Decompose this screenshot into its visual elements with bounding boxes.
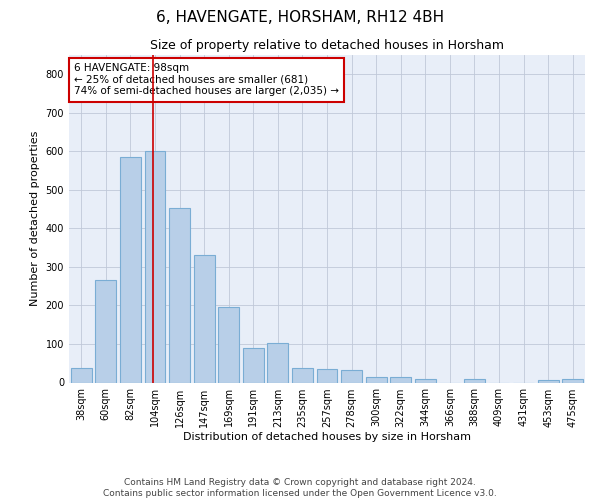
Bar <box>562 380 583 382</box>
Bar <box>243 348 264 382</box>
Y-axis label: Number of detached properties: Number of detached properties <box>30 131 40 306</box>
Bar <box>120 157 141 382</box>
Text: 6, HAVENGATE, HORSHAM, RH12 4BH: 6, HAVENGATE, HORSHAM, RH12 4BH <box>156 10 444 25</box>
Bar <box>390 376 411 382</box>
Bar <box>317 368 337 382</box>
Bar <box>71 368 92 382</box>
Bar <box>538 380 559 382</box>
Text: 6 HAVENGATE: 98sqm
← 25% of detached houses are smaller (681)
74% of semi-detach: 6 HAVENGATE: 98sqm ← 25% of detached hou… <box>74 63 339 96</box>
Title: Size of property relative to detached houses in Horsham: Size of property relative to detached ho… <box>150 40 504 52</box>
Bar <box>268 343 289 382</box>
Bar <box>194 256 215 382</box>
Bar <box>415 378 436 382</box>
X-axis label: Distribution of detached houses by size in Horsham: Distribution of detached houses by size … <box>183 432 471 442</box>
Bar <box>218 306 239 382</box>
Bar <box>341 370 362 382</box>
Text: Contains HM Land Registry data © Crown copyright and database right 2024.
Contai: Contains HM Land Registry data © Crown c… <box>103 478 497 498</box>
Bar <box>365 377 386 382</box>
Bar <box>464 380 485 382</box>
Bar <box>169 208 190 382</box>
Bar <box>145 152 166 382</box>
Bar <box>95 280 116 382</box>
Bar <box>292 368 313 382</box>
